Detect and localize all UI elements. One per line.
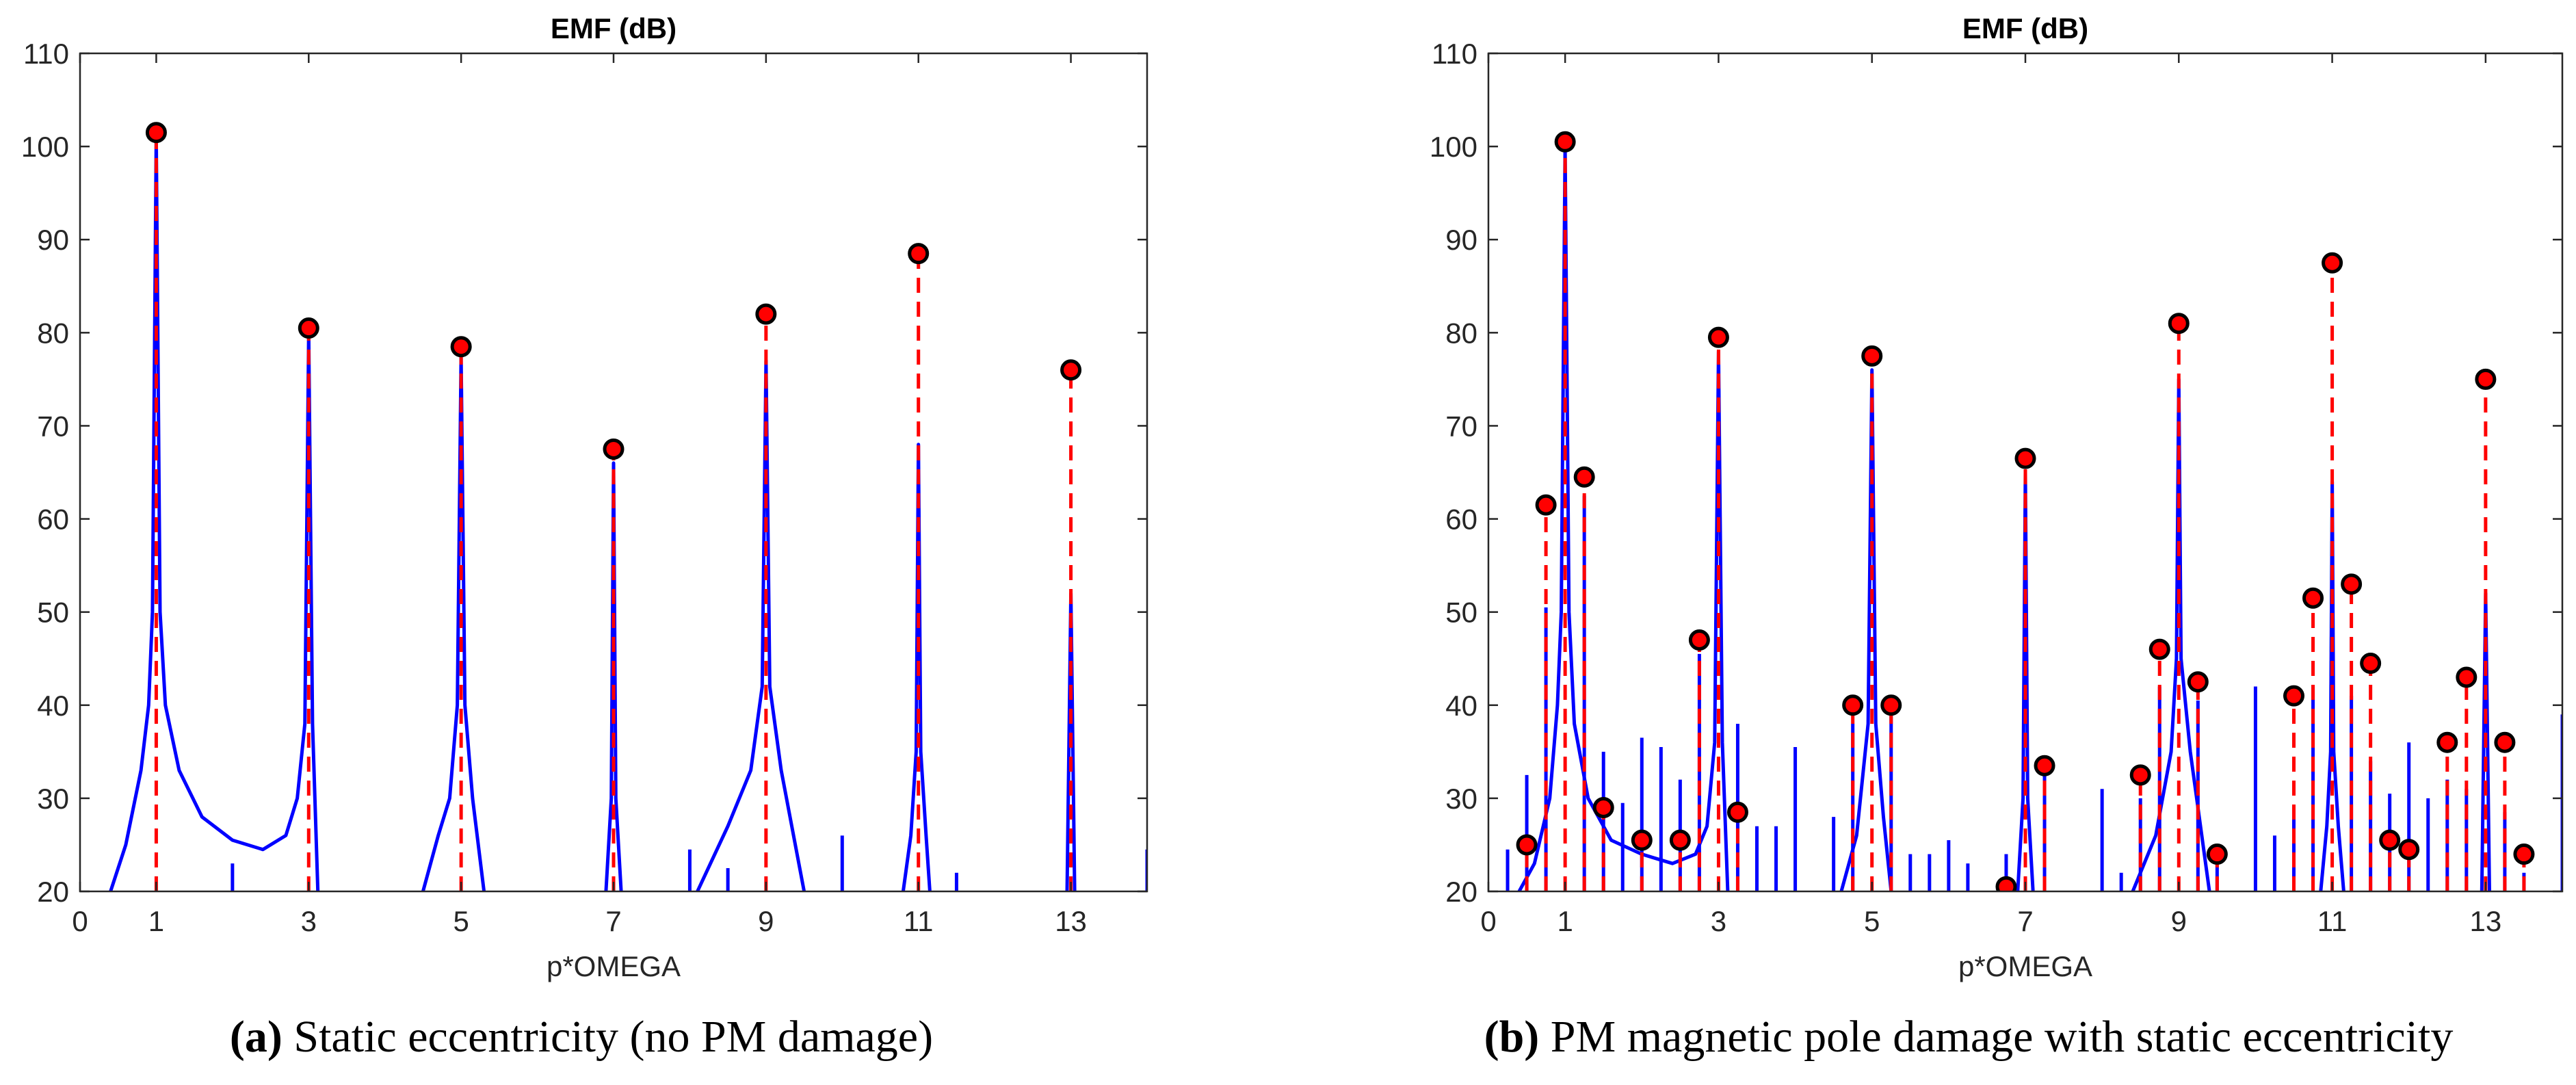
harmonic-marker-10 bbox=[1842, 694, 1864, 716]
x-tick-label: 11 bbox=[904, 905, 934, 937]
spectrum-peak-1 bbox=[1839, 368, 1893, 891]
spectrum-peak-3 bbox=[696, 358, 806, 891]
harmonic-marker-26 bbox=[2379, 829, 2401, 851]
chart-title: EMF (dB) bbox=[1962, 12, 2088, 44]
y-tick-label: 40 bbox=[37, 690, 69, 722]
harmonic-marker-15 bbox=[2034, 755, 2055, 776]
harmonic-marker-23 bbox=[2322, 252, 2343, 274]
harmonic-marker-3 bbox=[1573, 466, 1595, 488]
harmonic-marker-6 bbox=[1669, 829, 1691, 851]
spectrum-peak-4 bbox=[901, 443, 932, 891]
y-tick-label: 110 bbox=[1432, 38, 1477, 70]
caption-a-text: Static eccentricity (no PM damage) bbox=[282, 1012, 934, 1062]
x-tick-label: 0 bbox=[72, 905, 88, 937]
harmonic-marker-3 bbox=[603, 438, 625, 460]
harmonic-marker-2 bbox=[450, 336, 472, 358]
harmonic-marker-14 bbox=[2014, 447, 2036, 469]
y-tick-label: 60 bbox=[37, 504, 69, 536]
harmonic-marker-32 bbox=[2513, 844, 2535, 865]
x-tick-label: 5 bbox=[1864, 905, 1880, 937]
harmonic-marker-29 bbox=[2456, 666, 2478, 688]
harmonic-marker-6 bbox=[1060, 359, 1082, 381]
harmonic-marker-9 bbox=[1726, 801, 1748, 823]
harmonic-marker-0 bbox=[145, 122, 167, 144]
y-tick-label: 50 bbox=[1445, 597, 1477, 629]
harmonic-marker-20 bbox=[2206, 844, 2228, 865]
harmonic-marker-2 bbox=[1554, 131, 1576, 153]
y-tick-label: 90 bbox=[1445, 224, 1477, 256]
x-tick-label: 13 bbox=[2469, 905, 2501, 937]
harmonic-marker-25 bbox=[2360, 653, 2382, 675]
y-tick-label: 80 bbox=[37, 317, 69, 349]
plot-content bbox=[1506, 131, 2562, 891]
harmonic-marker-17 bbox=[2148, 638, 2170, 660]
y-tick-label: 110 bbox=[23, 38, 69, 70]
harmonic-marker-27 bbox=[2398, 839, 2420, 861]
harmonic-marker-1 bbox=[298, 317, 319, 339]
harmonic-marker-16 bbox=[2129, 764, 2151, 786]
x-tick-label: 13 bbox=[1055, 905, 1087, 937]
y-tick-label: 20 bbox=[37, 876, 69, 908]
harmonic-marker-19 bbox=[2187, 671, 2209, 693]
harmonic-marker-28 bbox=[2436, 731, 2458, 753]
x-axis-label: p*OMEGA bbox=[547, 950, 681, 982]
harmonic-marker-1 bbox=[1535, 494, 1557, 516]
x-tick-label: 1 bbox=[1557, 905, 1573, 937]
x-tick-label: 7 bbox=[605, 905, 621, 937]
caption-a-tag: (a) bbox=[229, 1012, 282, 1062]
y-tick-label: 100 bbox=[1430, 131, 1477, 163]
harmonic-marker-12 bbox=[1880, 694, 1902, 716]
harmonic-marker-0 bbox=[1516, 834, 1538, 856]
caption-a: (a) Static eccentricity (no PM damage) bbox=[0, 1011, 1163, 1073]
harmonic-marker-4 bbox=[1592, 797, 1614, 818]
spectrum-peak-0 bbox=[1517, 144, 1730, 891]
harmonic-marker-24 bbox=[2341, 573, 2363, 595]
harmonic-marker-5 bbox=[1631, 829, 1653, 851]
harmonic-marker-5 bbox=[908, 243, 930, 265]
x-tick-label: 1 bbox=[148, 905, 164, 937]
harmonic-marker-30 bbox=[2475, 368, 2497, 390]
y-tick-label: 40 bbox=[1445, 690, 1477, 722]
harmonic-marker-22 bbox=[2302, 587, 2324, 609]
x-tick-label: 9 bbox=[2171, 905, 2187, 937]
x-tick-label: 5 bbox=[453, 905, 469, 937]
x-tick-label: 7 bbox=[2017, 905, 2033, 937]
x-tick-label: 9 bbox=[758, 905, 774, 937]
harmonic-marker-7 bbox=[1688, 629, 1710, 651]
y-tick-label: 30 bbox=[37, 783, 69, 815]
spectrum-peak-1 bbox=[421, 354, 486, 891]
caption-b-tag: (b) bbox=[1484, 1012, 1540, 1062]
y-tick-label: 60 bbox=[1445, 504, 1477, 536]
harmonic-marker-4 bbox=[755, 303, 777, 325]
x-axis-label: p*OMEGA bbox=[1958, 950, 2092, 982]
x-tick-label: 3 bbox=[301, 905, 317, 937]
y-tick-label: 100 bbox=[21, 131, 69, 163]
caption-b: (b) PM magnetic pole damage with static … bbox=[1361, 1011, 2576, 1073]
chart-title: EMF (dB) bbox=[551, 12, 676, 44]
harmonic-marker-8 bbox=[1707, 326, 1729, 348]
y-tick-label: 20 bbox=[1445, 876, 1477, 908]
spectrum-peak-2 bbox=[604, 461, 623, 891]
x-tick-label: 0 bbox=[1480, 905, 1496, 937]
y-tick-label: 50 bbox=[37, 597, 69, 629]
y-tick-label: 90 bbox=[37, 224, 69, 256]
x-tick-label: 3 bbox=[1711, 905, 1726, 937]
y-tick-label: 70 bbox=[37, 410, 69, 442]
harmonic-marker-11 bbox=[1861, 345, 1883, 367]
x-tick-label: 11 bbox=[2317, 905, 2348, 937]
caption-b-text: PM magnetic pole damage with static ecce… bbox=[1539, 1012, 2454, 1062]
spectrum-peak-0 bbox=[109, 135, 320, 891]
plot-content bbox=[109, 122, 1147, 891]
harmonic-marker-18 bbox=[2168, 313, 2190, 335]
harmonic-marker-31 bbox=[2494, 731, 2516, 753]
y-tick-label: 70 bbox=[1445, 410, 1477, 442]
y-tick-label: 30 bbox=[1445, 783, 1477, 815]
y-tick-label: 80 bbox=[1445, 317, 1477, 349]
harmonic-marker-21 bbox=[2283, 685, 2304, 707]
harmonic-marker-13 bbox=[1995, 876, 2017, 891]
